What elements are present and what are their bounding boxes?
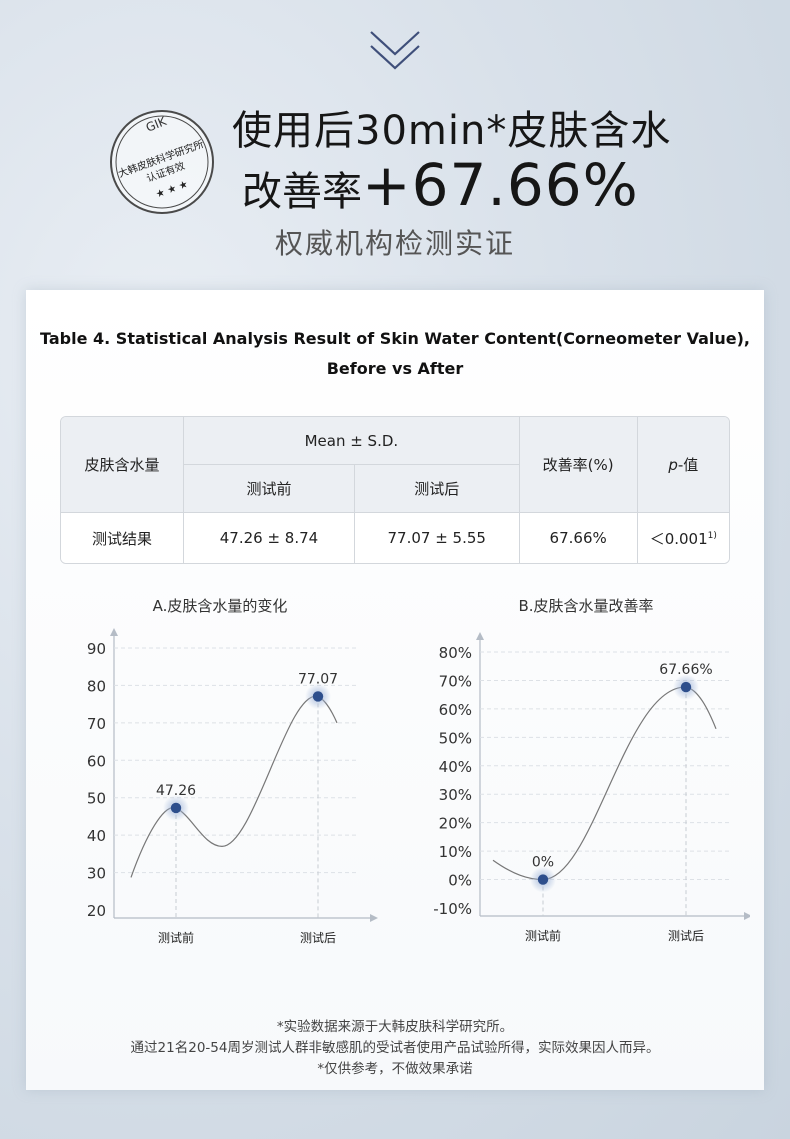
cell-p: ＜0.0011) — [638, 513, 729, 563]
header-p-italic: p — [668, 456, 678, 474]
cell-rate: 67.66% — [520, 513, 638, 563]
y-tick-label: 20% — [439, 815, 472, 833]
y-tick-label: 40 — [87, 827, 106, 845]
footnote: *实验数据来源于大韩皮肤科学研究所。 通过21名20-54周岁测试人群非敏感肌的… — [26, 1017, 764, 1080]
table-caption-line2: Before vs After — [326, 359, 464, 378]
y-tick-label: 30 — [87, 865, 106, 883]
y-tick-label: 50 — [87, 790, 106, 808]
cell-p-sup: 1) — [707, 530, 717, 541]
x-axis-arrow — [744, 912, 750, 920]
footnote-line3: *仅供参考，不做效果承诺 — [317, 1061, 473, 1077]
y-tick-label: 60% — [439, 701, 472, 719]
chart-b: -10% 0% 10% 20% 30% 40% 50% 60% 70% 80% 0% 测试前 67.66… — [433, 632, 750, 943]
data-point — [170, 802, 182, 814]
y-tick-label: 20 — [87, 902, 106, 920]
header-mean: Mean ± S.D. — [184, 417, 520, 465]
y-axis-arrow — [110, 628, 118, 636]
headline: 使用后30min*皮肤含水 改善率+67.66% — [230, 105, 710, 220]
footnote-line2: 通过21名20-54周岁测试人群非敏感肌的受试者使用产品试验所得，实际效果因人而… — [130, 1040, 660, 1056]
y-tick-label: -10% — [433, 900, 472, 918]
chevron-down-icon — [370, 31, 420, 70]
chart-a: 20 30 40 50 60 70 80 90 47.26 测试前 77.07 测试后 — [87, 628, 378, 945]
data-point — [312, 691, 324, 702]
data-label: 0% — [532, 855, 554, 871]
series-line — [492, 686, 717, 881]
footnote-line1: *实验数据来源于大韩皮肤科学研究所。 — [276, 1019, 514, 1035]
x-tick-label: 测试后 — [668, 928, 704, 943]
header-before: 测试前 — [184, 465, 355, 513]
header-item: 皮肤含水量 — [61, 417, 185, 513]
y-tick-label: 30% — [439, 786, 472, 804]
data-label: 67.66% — [659, 662, 712, 678]
y-axis-arrow — [476, 632, 484, 640]
results-card: Table 4. Statistical Analysis Result of … — [26, 290, 764, 1090]
header-rate: 改善率(%) — [519, 417, 638, 513]
headline-line1: 使用后30min*皮肤含水 — [232, 108, 672, 154]
y-tick-label: 70 — [87, 715, 106, 733]
headline-rate-value: +67.66% — [362, 151, 639, 219]
data-label: 47.26 — [156, 783, 196, 799]
y-tick-label: 0% — [448, 872, 472, 890]
y-tick-label: 70% — [439, 672, 472, 690]
data-point — [537, 874, 549, 885]
data-label: 77.07 — [298, 671, 338, 687]
x-tick-label: 测试前 — [158, 930, 194, 945]
row-label: 测试结果 — [61, 513, 185, 563]
y-tick-label: 10% — [439, 843, 472, 861]
cell-before: 47.26 ± 8.74 — [184, 513, 355, 563]
y-tick-label: 40% — [439, 758, 472, 776]
chart-b-title: B.皮肤含水量改善率 — [518, 597, 654, 615]
x-tick-label: 测试后 — [300, 930, 336, 945]
header-p: p-值 — [637, 417, 729, 513]
y-tick-label: 60 — [87, 752, 106, 770]
x-axis-arrow — [370, 914, 378, 922]
header-p-rest: -值 — [677, 456, 699, 474]
y-tick-label: 80% — [439, 644, 472, 662]
results-table: 皮肤含水量 Mean ± S.D. 改善率(%) p-值 测试前 测试后 测试结… — [60, 416, 730, 564]
certification-seal: GIK 大韩皮肤科学研究所 认证有效 ★ ★ ★ — [110, 110, 214, 214]
y-tick-label: 80 — [87, 677, 106, 695]
headline-rate-label: 改善率 — [242, 169, 362, 215]
data-point — [680, 681, 692, 693]
cell-after: 77.07 ± 5.55 — [355, 513, 520, 563]
chart-a-title: A.皮肤含水量的变化 — [152, 597, 288, 615]
table-caption: Table 4. Statistical Analysis Result of … — [26, 324, 764, 384]
table-caption-line1: Table 4. Statistical Analysis Result of … — [40, 329, 750, 348]
header-after: 测试后 — [354, 465, 520, 513]
headline-subtitle: 权威机构检测实证 — [274, 227, 515, 260]
headline-line2: 改善率+67.66% — [242, 156, 710, 220]
y-tick-label: 50% — [439, 729, 472, 747]
y-tick-label: 90 — [87, 640, 106, 658]
x-tick-label: 测试前 — [525, 928, 561, 943]
cell-p-value: ＜0.001 — [649, 529, 708, 548]
